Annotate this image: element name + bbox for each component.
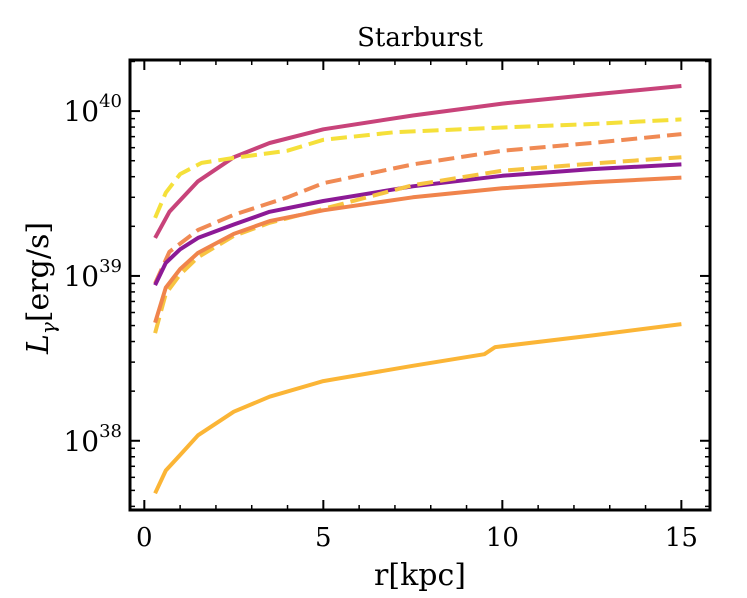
x-tick-label-1: 5 bbox=[315, 523, 332, 553]
y-tick-base: 10 bbox=[63, 425, 99, 458]
y-tick-exp: 39 bbox=[99, 256, 122, 277]
y-tick-label-1: 1039 bbox=[63, 256, 122, 293]
y-axis-label: Lγ[erg/s] bbox=[21, 222, 60, 355]
x-tick-label-2: 10 bbox=[486, 523, 519, 553]
y-tick-label-2: 1040 bbox=[63, 91, 122, 128]
y-tick-exp: 40 bbox=[99, 91, 122, 112]
series-line-5 bbox=[153, 175, 682, 324]
chart-title: Starburst bbox=[357, 23, 483, 53]
x-axis-label: r[kpc] bbox=[374, 558, 466, 593]
series-line-1 bbox=[153, 117, 682, 219]
y-axis-label-main: L bbox=[21, 334, 56, 355]
series-line-3 bbox=[153, 162, 682, 286]
plot-frame bbox=[128, 58, 712, 512]
y-tick-base: 10 bbox=[63, 95, 99, 128]
series-line-2 bbox=[153, 132, 682, 285]
series-layer bbox=[153, 84, 682, 495]
series-line-6 bbox=[153, 322, 682, 495]
y-tick-label-0: 1038 bbox=[63, 421, 122, 458]
y-tick-base: 10 bbox=[63, 260, 99, 293]
x-tick-label-0: 0 bbox=[136, 523, 153, 553]
y-axis-label-subscript: γ bbox=[36, 322, 60, 334]
y-axis-label-suffix: [erg/s] bbox=[21, 222, 56, 322]
y-tick-exp: 38 bbox=[99, 421, 122, 442]
x-tick-label-3: 15 bbox=[665, 523, 698, 553]
series-line-0 bbox=[153, 84, 682, 239]
